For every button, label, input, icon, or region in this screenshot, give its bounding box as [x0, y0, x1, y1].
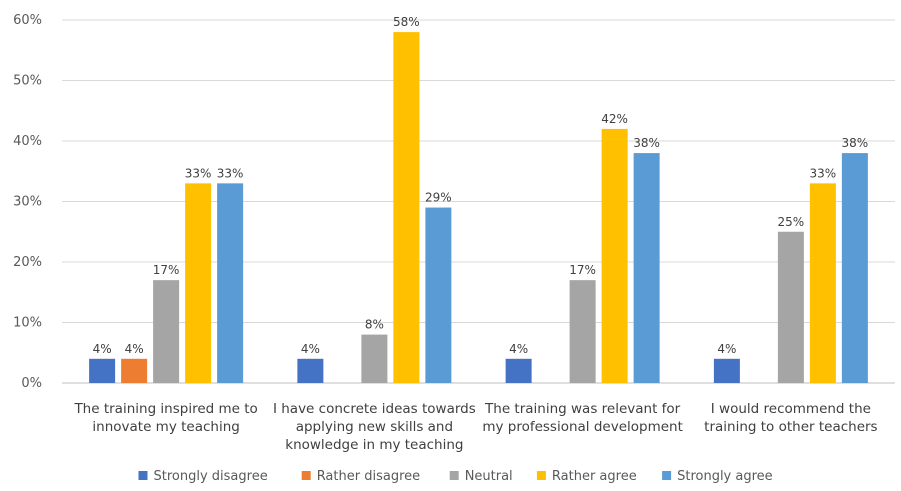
data-label: 4% [125, 342, 144, 356]
legend-swatch [536, 471, 546, 480]
y-tick-label: 50% [13, 74, 42, 89]
legend-label: Neutral [465, 469, 513, 484]
legend-label: Strongly disagree [154, 469, 268, 484]
data-label: 8% [365, 318, 384, 332]
bars [89, 32, 868, 383]
bar-strongly-disagree [505, 358, 532, 383]
legend-swatch [138, 471, 148, 480]
data-label: 29% [425, 191, 452, 205]
bar-strongly-disagree [89, 358, 116, 383]
category-labels: The training inspired me to innovate my t… [73, 401, 877, 453]
legend-item: Rather disagree [301, 469, 420, 484]
legend-item: Strongly disagree [138, 469, 268, 484]
data-labels: 4% 4% 17% 33% 33% 4% 8% 58% 29% 4% 17% 42% 38% 4% 25% 3… [93, 15, 869, 356]
bar-neutral [361, 334, 388, 383]
legend-label: Rather agree [552, 469, 637, 484]
legend-swatch [662, 471, 672, 480]
legend-swatch [301, 471, 311, 480]
bar-neutral [153, 280, 180, 383]
data-label: 4% [509, 342, 528, 356]
y-tick-label: 10% [13, 316, 42, 331]
data-label: 38% [633, 136, 660, 150]
data-label: 58% [393, 15, 420, 29]
category-label: I have concrete ideas towards applying ne… [273, 401, 476, 453]
bar-strongly-disagree [713, 358, 740, 383]
bar-strongly-agree [425, 207, 452, 383]
data-label: 33% [185, 166, 212, 180]
data-label: 17% [569, 263, 596, 277]
bar-neutral [777, 231, 804, 383]
legend-item: Rather agree [536, 469, 637, 484]
y-tick-label: 30% [13, 195, 42, 210]
legend: Strongly disagree Rather disagree Neutral R… [138, 469, 773, 484]
bar-rather-agree [393, 32, 420, 383]
category-label: The training inspired me to innovate my t… [73, 401, 257, 435]
bar-strongly-agree [841, 153, 868, 383]
data-label: 17% [153, 263, 180, 277]
data-label: 4% [301, 342, 320, 356]
bar-strongly-disagree [297, 358, 324, 383]
y-tick-label: 40% [13, 134, 42, 149]
category-label: I would recommend the training to other t… [704, 401, 877, 435]
bar-rather-agree [185, 183, 212, 383]
y-tick-label: 60% [13, 13, 42, 28]
data-label: 25% [778, 215, 805, 229]
bar-strongly-agree [217, 183, 244, 383]
legend-swatch [449, 471, 459, 480]
bar-rather-agree [601, 128, 628, 383]
y-tick-label: 20% [13, 255, 42, 270]
legend-label: Strongly agree [677, 469, 773, 484]
bar-strongly-agree [633, 153, 660, 383]
data-label: 33% [810, 166, 837, 180]
category-label: The training was relevant for my professi… [482, 401, 683, 435]
data-label: 4% [93, 342, 112, 356]
legend-item: Neutral [449, 469, 513, 484]
legend-item: Strongly agree [662, 469, 773, 484]
bar-neutral [569, 280, 596, 383]
data-label: 42% [601, 112, 628, 126]
data-label: 33% [217, 166, 244, 180]
bar-rather-agree [809, 183, 836, 383]
legend-label: Rather disagree [317, 469, 420, 484]
data-label: 4% [717, 342, 736, 356]
y-tick-label: 0% [21, 376, 42, 391]
y-axis-ticks: 0% 10% 20% 30% 40% 50% 60% [13, 13, 42, 391]
bar-rather-disagree [121, 358, 148, 383]
data-label: 38% [842, 136, 869, 150]
